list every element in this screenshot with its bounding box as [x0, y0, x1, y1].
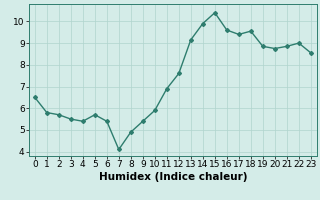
- X-axis label: Humidex (Indice chaleur): Humidex (Indice chaleur): [99, 172, 247, 182]
